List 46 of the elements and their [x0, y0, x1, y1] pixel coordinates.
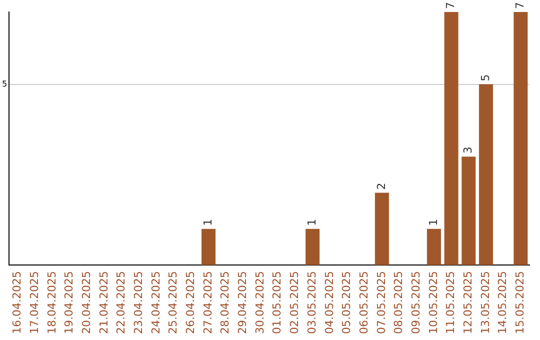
x-tick-label: 19.04.2025: [62, 271, 76, 334]
x-tick-label: 18.04.2025: [45, 271, 58, 334]
x-tick-label: 26.04.2025: [184, 271, 198, 334]
x-tick-label: 15.05.2025: [514, 271, 527, 334]
x-tick-label: 04.05.2025: [322, 271, 336, 334]
data-label: 5: [478, 74, 492, 82]
bar: [462, 156, 476, 266]
x-tick-label: 22.04.2025: [114, 271, 128, 334]
x-tick-label: 10.05.2025: [426, 271, 440, 334]
bar: [478, 84, 493, 266]
bar: [202, 228, 216, 266]
x-tick-label: 12.05.2025: [462, 271, 474, 334]
bar: [374, 192, 389, 266]
x-tick-label: 30.04.2025: [253, 271, 266, 334]
data-label: 3: [462, 146, 474, 154]
data-label: 1: [305, 218, 318, 226]
x-tick-label: 03.05.2025: [305, 271, 318, 334]
x-tick-label: 25.04.2025: [166, 271, 180, 334]
x-tick-label: 16.04.2025: [10, 271, 24, 334]
bar: [306, 228, 320, 266]
data-label: 2: [374, 182, 388, 190]
x-tick-label: 07.05.2025: [374, 271, 388, 334]
x-tick-label: 14.05.2025: [496, 271, 510, 334]
x-tick-label: 28.04.2025: [218, 271, 232, 334]
x-tick-label: 01.05.2025: [270, 271, 284, 334]
x-tick-label: 02.05.2025: [288, 271, 302, 334]
x-tick-label: 20.04.2025: [80, 271, 93, 334]
x-tick-label: 21.04.2025: [97, 271, 110, 334]
x-tick-label: 09.05.2025: [409, 271, 422, 334]
x-tick-label: 05.05.2025: [340, 271, 354, 334]
bar: [426, 228, 441, 266]
bar: [444, 12, 458, 266]
data-label: 1: [426, 218, 440, 226]
x-tick-label: 24.04.2025: [149, 271, 162, 334]
x-tick-label: 11.05.2025: [444, 271, 458, 334]
x-tick-label: 29.04.2025: [236, 271, 250, 334]
x-tick-label: 23.04.2025: [132, 271, 146, 334]
x-tick-label: 17.04.2025: [28, 271, 41, 334]
x-tick-label: 08.05.2025: [392, 271, 406, 334]
x-tick-label: 06.05.2025: [357, 271, 370, 334]
bar: [514, 12, 528, 266]
data-label: 7: [514, 2, 527, 9]
data-label: 7: [444, 2, 458, 9]
data-label: 1: [201, 218, 214, 226]
x-tick-label: 13.05.2025: [478, 271, 492, 334]
x-tick-label: 27.04.2025: [201, 271, 214, 334]
